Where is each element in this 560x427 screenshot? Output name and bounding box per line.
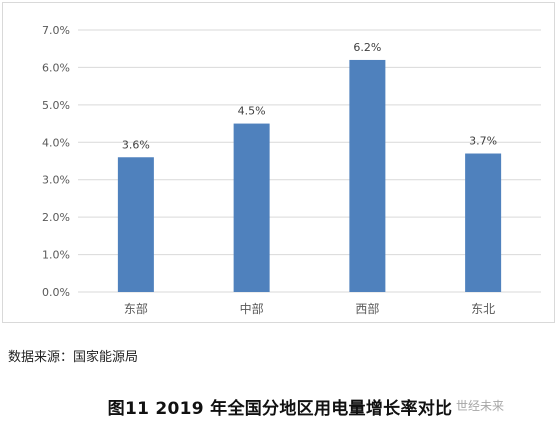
labels: 0.0% 1.0% 2.0% 3.0% 4.0% 5.0% 6.0% 7.0% 3.6% 东部 4.… [42,24,497,316]
y-tick-label: 3.0% [42,174,70,187]
watermark: 世经未来 [456,399,505,413]
bars [117,59,502,292]
data-label: 3.6% [122,138,150,151]
bar [233,123,270,292]
gridlines [78,29,541,293]
source-note: 数据来源：国家能源局 [8,350,139,365]
bar-chart: 0.0% 1.0% 2.0% 3.0% 4.0% 5.0% 6.0% 7.0% 3.6% 东部 4.… [42,24,541,316]
bar [349,59,386,292]
category-label: 东北 [471,302,495,316]
category-label: 中部 [240,301,264,316]
y-tick-label: 2.0% [42,211,70,224]
bar [465,153,502,292]
chart-frame: 0.0% 1.0% 2.0% 3.0% 4.0% 5.0% 6.0% 7.0% 3.6% 东部 4.… [2,2,555,323]
data-label: 6.2% [353,41,381,54]
category-label: 东部 [124,301,148,316]
data-label: 3.7% [469,135,497,148]
y-tick-label: 6.0% [42,61,70,74]
figure-caption: 图11 2019 年全国分地区用电量增长率对比 [107,399,453,419]
data-label: 4.5% [238,105,266,118]
y-tick-label: 1.0% [42,249,70,262]
y-tick-label: 7.0% [42,24,70,37]
category-label: 西部 [355,301,379,316]
y-tick-label: 5.0% [42,99,70,112]
y-tick-label: 4.0% [42,136,70,149]
bar [117,157,154,292]
y-tick-label: 0.0% [42,286,70,299]
